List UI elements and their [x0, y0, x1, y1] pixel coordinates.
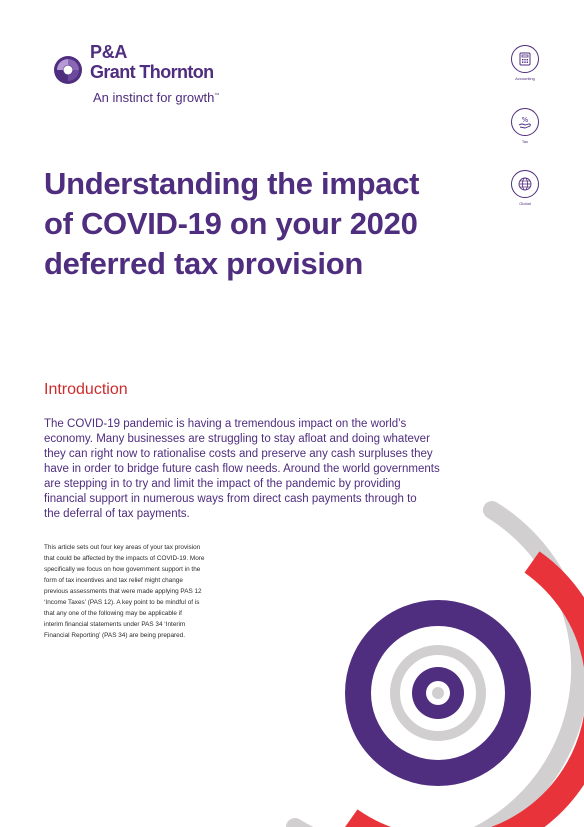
grant-thornton-logo: P&A Grant Thornton An instinct for growt…	[50, 40, 250, 110]
lead-line: The COVID-19 pandemic is having a tremen…	[44, 418, 407, 430]
logo-firm-name: Grant Thornton	[90, 62, 214, 82]
body-paragraph: This article sets out four key areas of …	[44, 542, 264, 641]
lead-line: have in order to bridge future cash flow…	[44, 463, 440, 475]
accounting-label: Accounting	[515, 76, 535, 81]
swirl-red-arc	[345, 551, 584, 827]
accounting-badge: Accounting	[505, 45, 545, 81]
body-line: This article sets out four key areas of …	[44, 544, 201, 551]
lead-paragraph: The COVID-19 pandemic is having a tremen…	[44, 417, 494, 522]
title-line: deferred tax provision	[44, 246, 363, 281]
logo-tagline-text: An instinct for growth	[93, 90, 215, 105]
global-badge: Global	[505, 170, 545, 206]
calculator-icon	[511, 45, 539, 73]
swirl-grey-inner-ring	[390, 645, 486, 741]
lead-line: economy. Many businesses are struggling …	[44, 433, 430, 445]
body-line: ‘Income Taxes’ (PAS 12). A key point to …	[44, 599, 200, 606]
swirl-purple-ring	[345, 600, 531, 786]
body-line: form of tax incentives and tax relief mi…	[44, 577, 183, 584]
section-heading-introduction: Introduction	[44, 381, 128, 398]
tax-label: Tax	[521, 139, 529, 144]
logo-trademark: ™	[214, 92, 220, 99]
title-line: Understanding the impact	[44, 166, 420, 201]
body-line: interim financial statements under PAS 3…	[44, 621, 186, 628]
lead-line: are stepping in to try and limit the imp…	[44, 478, 401, 490]
lead-line: financial support in numerous ways from …	[44, 493, 417, 505]
svg-text:%: %	[522, 116, 529, 124]
page-title: Understanding the impact of COVID-19 on …	[44, 164, 514, 284]
logo-tagline: An instinct for growth™	[93, 90, 219, 105]
lead-line: they can right now to rationalise costs …	[44, 448, 433, 460]
logo-firm-prefix: P&A	[90, 42, 128, 62]
tax-badge: % Tax	[505, 108, 545, 144]
percent-hand-icon: %	[511, 108, 539, 136]
global-label: Global	[519, 201, 531, 206]
lead-line: the deferral of tax payments.	[44, 508, 190, 520]
body-line: that any one of the following may be app…	[44, 610, 182, 617]
body-line: specifically we focus on how government …	[44, 566, 201, 573]
decorative-swirl-graphic	[286, 501, 584, 827]
globe-icon	[511, 170, 539, 198]
body-line: previous assessments that were made appl…	[44, 588, 202, 595]
body-line: that could be affected by the impacts of…	[44, 555, 205, 562]
title-line: of COVID-19 on your 2020	[44, 206, 418, 241]
logo-swirl-icon	[54, 56, 82, 84]
body-line: Financial Reporting’ (PAS 34) are being …	[44, 632, 186, 639]
swirl-center-dot	[432, 687, 444, 699]
